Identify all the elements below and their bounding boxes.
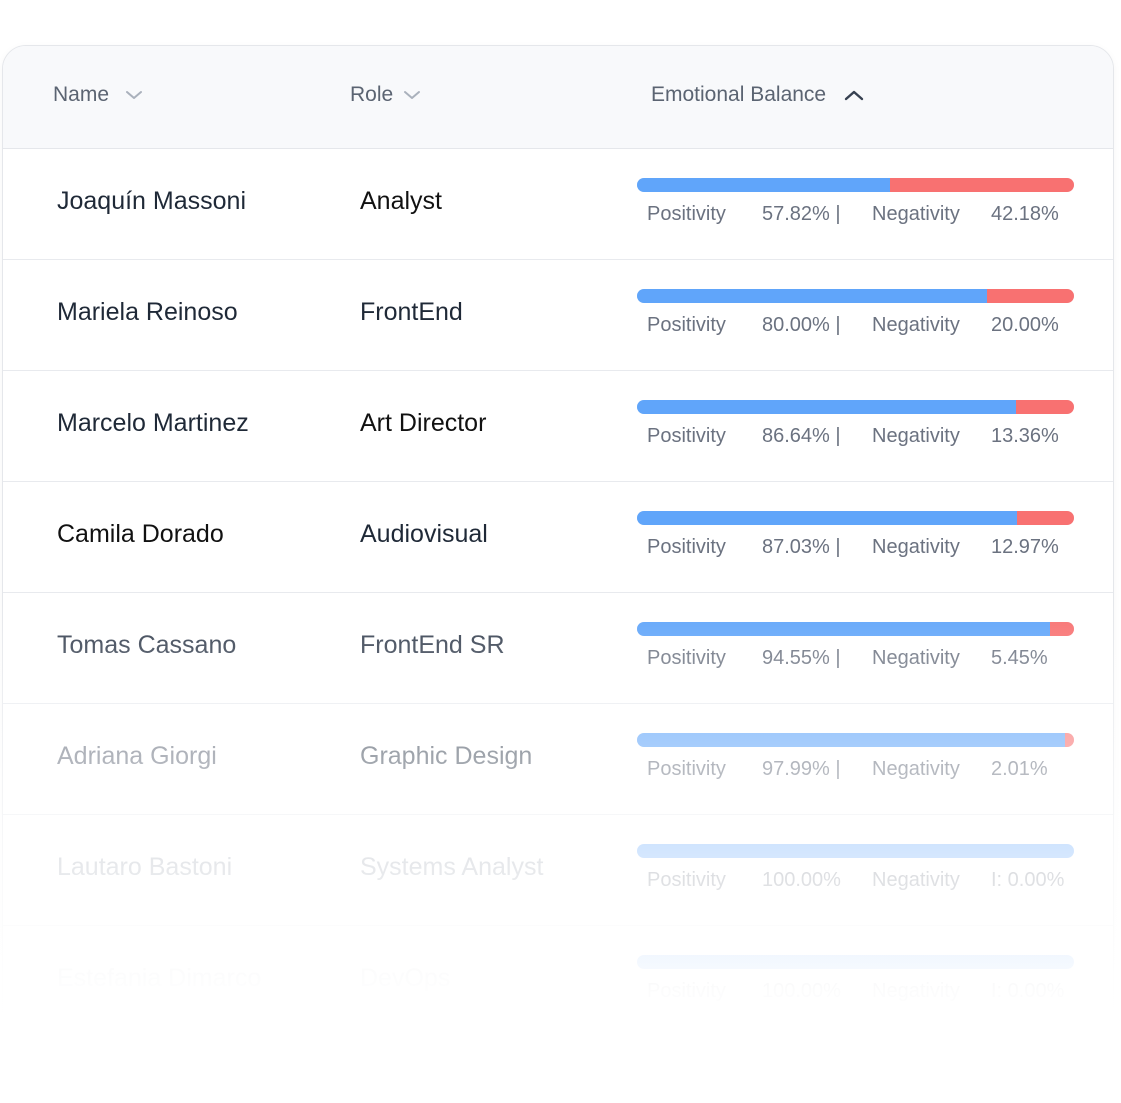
emotional-balance-bar [637,400,1074,414]
employee-role: DevOps [360,964,451,992]
emotional-balance-bar [637,844,1074,858]
negativity-value: I: 0.00% [991,980,1065,1002]
column-header-role-label: Role [350,83,394,106]
employee-name: Camila Dorado [57,520,224,548]
negativity-fill [1017,511,1074,525]
employee-name: Mariela Reinoso [57,298,238,326]
column-header-name[interactable]: Name [53,83,143,107]
negativity-label: Negativity [872,758,960,780]
employee-role: Analyst [360,187,442,215]
emotional-balance-bar [637,622,1074,636]
employee-role: Systems Analyst [360,853,544,881]
negativity-fill [889,178,1074,192]
positivity-fill [637,622,1051,636]
employee-name: Estefania Dimarco [57,964,262,992]
negativity-label: Negativity [872,536,960,558]
negativity-label: Negativity [872,647,960,669]
employee-name: Marcelo Martinez [57,409,249,437]
positivity-label: Positivity [647,647,726,669]
positivity-label: Positivity [647,758,726,780]
negativity-label: Negativity [872,425,960,447]
emotional-balance-bar [637,289,1074,303]
employee-role: Art Director [360,409,487,437]
chevron-up-icon [844,90,864,101]
employee-table: Name Role Emotional Balance Joaquín Mass… [2,45,1114,1047]
positivity-fill [637,400,1016,414]
table-row[interactable]: Tomas Cassano FrontEnd SR Positivity 94.55%… [3,592,1113,704]
employee-role: FrontEnd SR [360,631,505,659]
positivity-label: Positivity [647,314,726,336]
negativity-value: 13.36% [991,425,1059,447]
positivity-label: Positivity [647,869,726,891]
employee-name: Lautaro Bastoni [57,853,233,881]
positivity-fill [637,178,890,192]
emotional-balance-bar [637,178,1074,192]
employee-name: Adriana Giorgi [57,742,217,770]
table-row[interactable]: Joaquín Massoni Analyst Positivity 57.82% |… [3,148,1113,260]
positivity-label: Positivity [647,203,726,225]
negativity-fill [1050,622,1074,636]
column-header-emotional-balance[interactable]: Emotional Balance [651,83,864,107]
positivity-value: 94.55% | [762,647,841,669]
chevron-down-icon [404,91,421,99]
positivity-fill [637,511,1018,525]
employee-role: FrontEnd [360,298,463,326]
positivity-value: 100.00% [762,980,841,1002]
employee-role: Audiovisual [360,520,488,548]
negativity-label: Negativity [872,869,960,891]
positivity-fill [637,844,1074,858]
negativity-label: Negativity [872,980,960,1002]
negativity-label: Negativity [872,203,960,225]
negativity-fill [986,289,1074,303]
chevron-down-icon [126,91,143,99]
positivity-fill [637,733,1066,747]
positivity-value: 97.99% | [762,758,841,780]
positivity-label: Positivity [647,536,726,558]
positivity-label: Positivity [647,980,726,1002]
negativity-fill [1065,733,1074,747]
table-row[interactable]: Lautaro Bastoni Systems Analyst Positivity… [3,814,1113,926]
table-row[interactable]: Marcelo Martinez Art Director Positivity 86… [3,370,1113,482]
column-header-balance-label: Emotional Balance [651,83,827,106]
employee-role: Graphic Design [360,742,533,770]
employee-name: Joaquín Massoni [57,187,247,215]
negativity-value: 5.45% [991,647,1048,669]
table-header: Name Role Emotional Balance [3,46,1113,149]
negativity-value: I: 0.00% [991,869,1065,891]
table-row[interactable]: Camila Dorado Audiovisual Positivity 87.03%… [3,481,1113,593]
column-header-role[interactable]: Role [350,83,421,107]
positivity-value: 80.00% | [762,314,841,336]
column-header-name-label: Name [53,83,110,106]
positivity-fill [637,955,1074,969]
emotional-balance-bar [637,733,1074,747]
negativity-value: 2.01% [991,758,1048,780]
table-row[interactable]: Estefania Dimarco DevOps Positivity 100.00%… [3,925,1113,1037]
negativity-fill [1015,400,1074,414]
positivity-label: Positivity [647,425,726,447]
emotional-balance-bar [637,955,1074,969]
positivity-value: 57.82% | [762,203,841,225]
negativity-value: 12.97% [991,536,1059,558]
table-row[interactable]: Mariela Reinoso FrontEnd Positivity 80.00% … [3,259,1113,371]
negativity-value: 42.18% [991,203,1059,225]
table-row[interactable]: Adriana Giorgi Graphic Design Positivity 97… [3,703,1113,815]
negativity-label: Negativity [872,314,960,336]
negativity-value: 20.00% [991,314,1059,336]
positivity-fill [637,289,987,303]
emotional-balance-bar [637,511,1074,525]
positivity-value: 87.03% | [762,536,841,558]
employee-name: Tomas Cassano [57,631,237,659]
positivity-value: 100.00% [762,869,841,891]
positivity-value: 86.64% | [762,425,841,447]
